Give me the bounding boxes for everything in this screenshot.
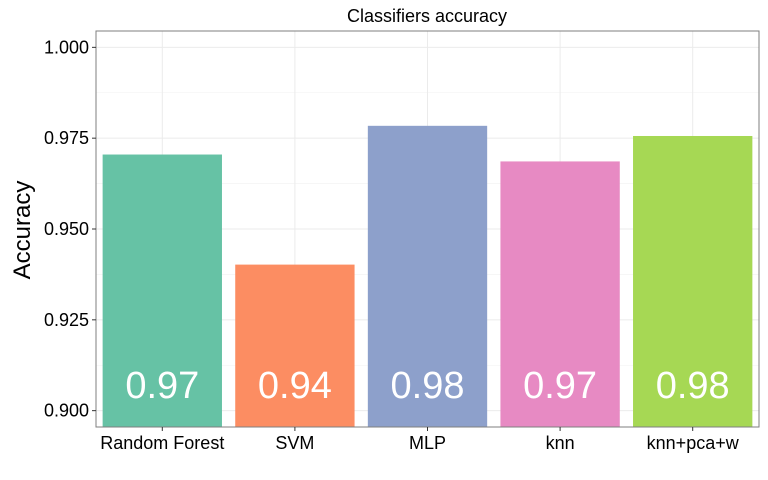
x-tick-label: Random Forest (100, 433, 224, 453)
bar-value-label: 0.98 (391, 365, 465, 407)
y-tick-label: 0.925 (44, 310, 89, 330)
bar (235, 264, 355, 427)
bar (102, 154, 222, 427)
x-tick-label: knn (546, 433, 575, 453)
x-tick-label: knn+pca+w (647, 433, 740, 453)
bar-value-label: 0.97 (125, 365, 199, 407)
bar-value-label: 0.94 (258, 365, 332, 407)
y-axis: 0.900 0.925 0.950 0.975 1.000 (44, 37, 96, 421)
bars (102, 125, 753, 427)
y-tick-label: 0.900 (44, 401, 89, 421)
bar (500, 161, 620, 427)
chart-title: Classifiers accuracy (347, 6, 507, 26)
y-axis-label: Accuracy (9, 181, 36, 280)
bar (367, 125, 488, 427)
bar-value-label: 0.97 (523, 365, 597, 407)
y-tick-label: 0.950 (44, 219, 89, 239)
y-tick-label: 0.975 (44, 128, 89, 148)
y-tick-label: 1.000 (44, 37, 89, 57)
data-labels: 0.97 0.94 0.98 0.97 0.98 (125, 365, 729, 407)
bar-value-label: 0.98 (656, 365, 730, 407)
bar (633, 135, 753, 427)
x-axis: Random Forest SVM MLP knn knn+pca+w (100, 427, 740, 453)
x-tick-label: SVM (275, 433, 314, 453)
x-tick-label: MLP (409, 433, 446, 453)
